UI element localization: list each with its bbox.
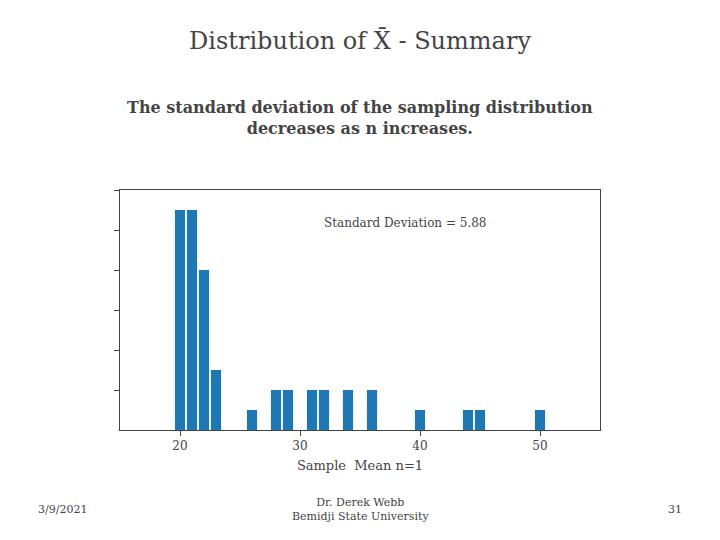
svg-text:20: 20 bbox=[172, 439, 187, 453]
svg-text:50: 50 bbox=[532, 439, 547, 453]
svg-text:Dr. Derek WebbBemidji State Un: Dr. Derek WebbBemidji State University bbox=[292, 496, 429, 523]
svg-text:3/9/2021: 3/9/2021 bbox=[38, 503, 87, 516]
svg-text:Standard Deviation = 5.88: Standard Deviation = 5.88 bbox=[324, 216, 487, 230]
svg-text:Distribution of X̄ - Summary: Distribution of X̄ - Summary bbox=[189, 27, 531, 55]
svg-text:Sample Mean n=1: Sample Mean n=1 bbox=[297, 458, 423, 473]
svg-text:31: 31 bbox=[668, 503, 682, 516]
svg-text:40: 40 bbox=[412, 439, 427, 453]
svg-text:The standard deviation of the: The standard deviation of the sampling d… bbox=[127, 98, 593, 138]
svg-text:30: 30 bbox=[292, 439, 307, 453]
